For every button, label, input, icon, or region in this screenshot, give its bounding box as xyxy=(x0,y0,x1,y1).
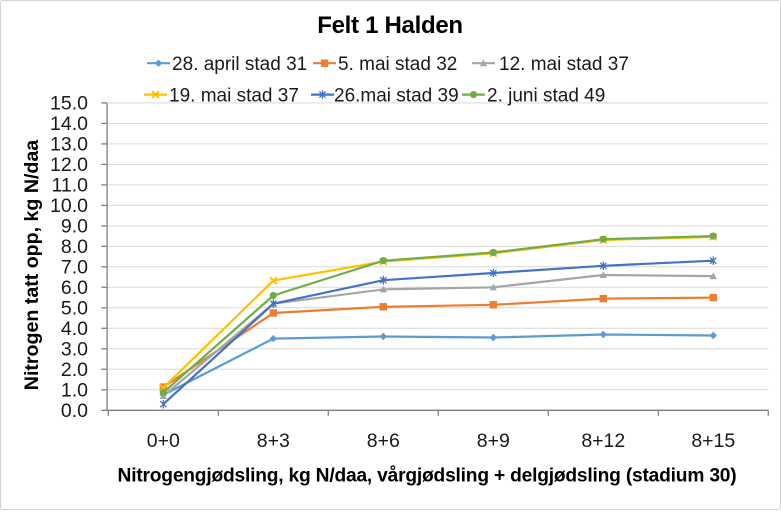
svg-text:5. mai stad 32: 5. mai stad 32 xyxy=(338,54,457,75)
svg-text:2. juni stad 49: 2. juni stad 49 xyxy=(487,86,605,107)
svg-text:6.0: 6.0 xyxy=(61,277,88,299)
svg-text:5.0: 5.0 xyxy=(61,297,88,319)
svg-text:12.0: 12.0 xyxy=(50,154,88,176)
svg-text:26.mai stad 39: 26.mai stad 39 xyxy=(334,86,459,107)
svg-text:Nitrogengjødsling, kg N/daa, v: Nitrogengjødsling, kg N/daa, vårgjødslin… xyxy=(118,466,737,487)
svg-text:11.0: 11.0 xyxy=(51,174,88,196)
svg-text:9.0: 9.0 xyxy=(61,215,88,237)
svg-text:1.0: 1.0 xyxy=(61,379,88,401)
svg-text:8+6: 8+6 xyxy=(367,430,400,452)
svg-text:10.0: 10.0 xyxy=(50,195,88,217)
svg-text:0+0: 0+0 xyxy=(147,430,180,452)
svg-text:14.0: 14.0 xyxy=(50,113,88,135)
svg-text:8+3: 8+3 xyxy=(257,430,290,452)
svg-text:15.0: 15.0 xyxy=(50,92,88,114)
svg-text:2.0: 2.0 xyxy=(61,359,88,381)
svg-text:19. mai stad 37: 19. mai stad 37 xyxy=(169,86,299,107)
svg-text:3.0: 3.0 xyxy=(61,338,88,360)
svg-text:Nitrogen tatt opp, kg N/daa: Nitrogen tatt opp, kg N/daa xyxy=(21,139,43,390)
svg-text:8+12: 8+12 xyxy=(581,430,625,452)
svg-text:8.0: 8.0 xyxy=(61,236,88,258)
svg-text:13.0: 13.0 xyxy=(50,133,88,155)
svg-text:8+15: 8+15 xyxy=(691,430,735,452)
svg-text:4.0: 4.0 xyxy=(61,318,88,340)
svg-text:7.0: 7.0 xyxy=(61,256,88,278)
svg-text:8+9: 8+9 xyxy=(477,430,510,452)
svg-text:Felt 1 Halden: Felt 1 Halden xyxy=(317,12,462,39)
svg-text:28. april stad 31: 28. april stad 31 xyxy=(172,54,307,75)
svg-text:12. mai stad 37: 12. mai stad 37 xyxy=(499,54,629,75)
svg-text:0.0: 0.0 xyxy=(61,400,88,422)
